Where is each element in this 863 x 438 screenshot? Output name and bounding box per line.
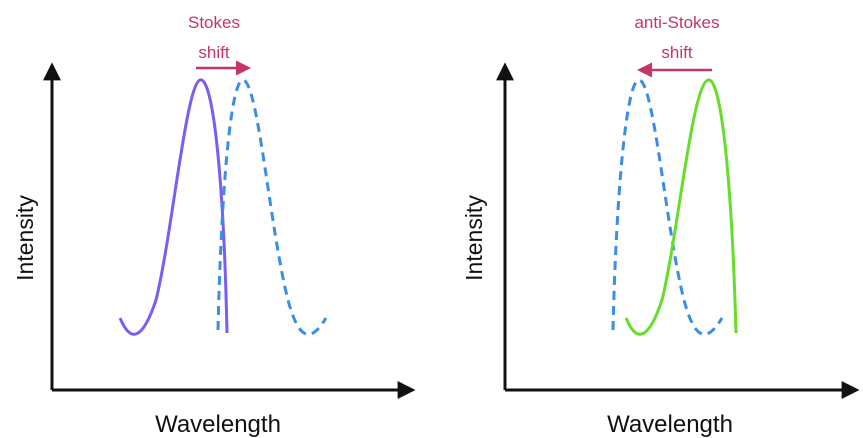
anti-stokes-panel: anti-Stokes shift Intensity Wavelength <box>461 13 860 438</box>
anti-stokes-x-axis-label: Wavelength <box>607 411 733 438</box>
stokes-panel: Stokes shift Intensity Wavelength <box>12 13 416 438</box>
stokes-absorption-curve <box>118 78 229 336</box>
stokes-annotation-line1: Stokes <box>188 13 240 32</box>
anti-stokes-annotation-line2: shift <box>661 43 692 62</box>
stokes-x-axis-label: Wavelength <box>155 411 281 438</box>
anti-stokes-annotation-line1: anti-Stokes <box>634 13 719 32</box>
anti-stokes-excitation-curve <box>611 78 724 336</box>
anti-stokes-emission-curve <box>624 78 738 336</box>
stokes-emission-curve <box>216 78 328 336</box>
anti-stokes-y-axis-label: Intensity <box>461 195 487 281</box>
stokes-annotation-line2: shift <box>198 43 229 62</box>
stokes-y-axis-label: Intensity <box>12 195 38 281</box>
